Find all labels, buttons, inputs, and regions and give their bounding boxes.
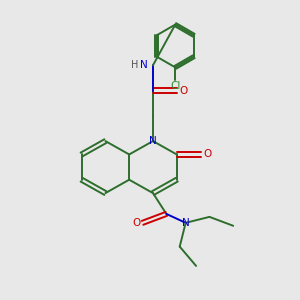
Text: O: O (132, 218, 140, 228)
Text: O: O (203, 149, 212, 160)
Text: H: H (131, 60, 138, 70)
Text: N: N (140, 60, 148, 70)
Text: N: N (182, 218, 190, 228)
Text: N: N (149, 136, 157, 146)
Text: Cl: Cl (170, 81, 181, 92)
Text: O: O (180, 85, 188, 96)
